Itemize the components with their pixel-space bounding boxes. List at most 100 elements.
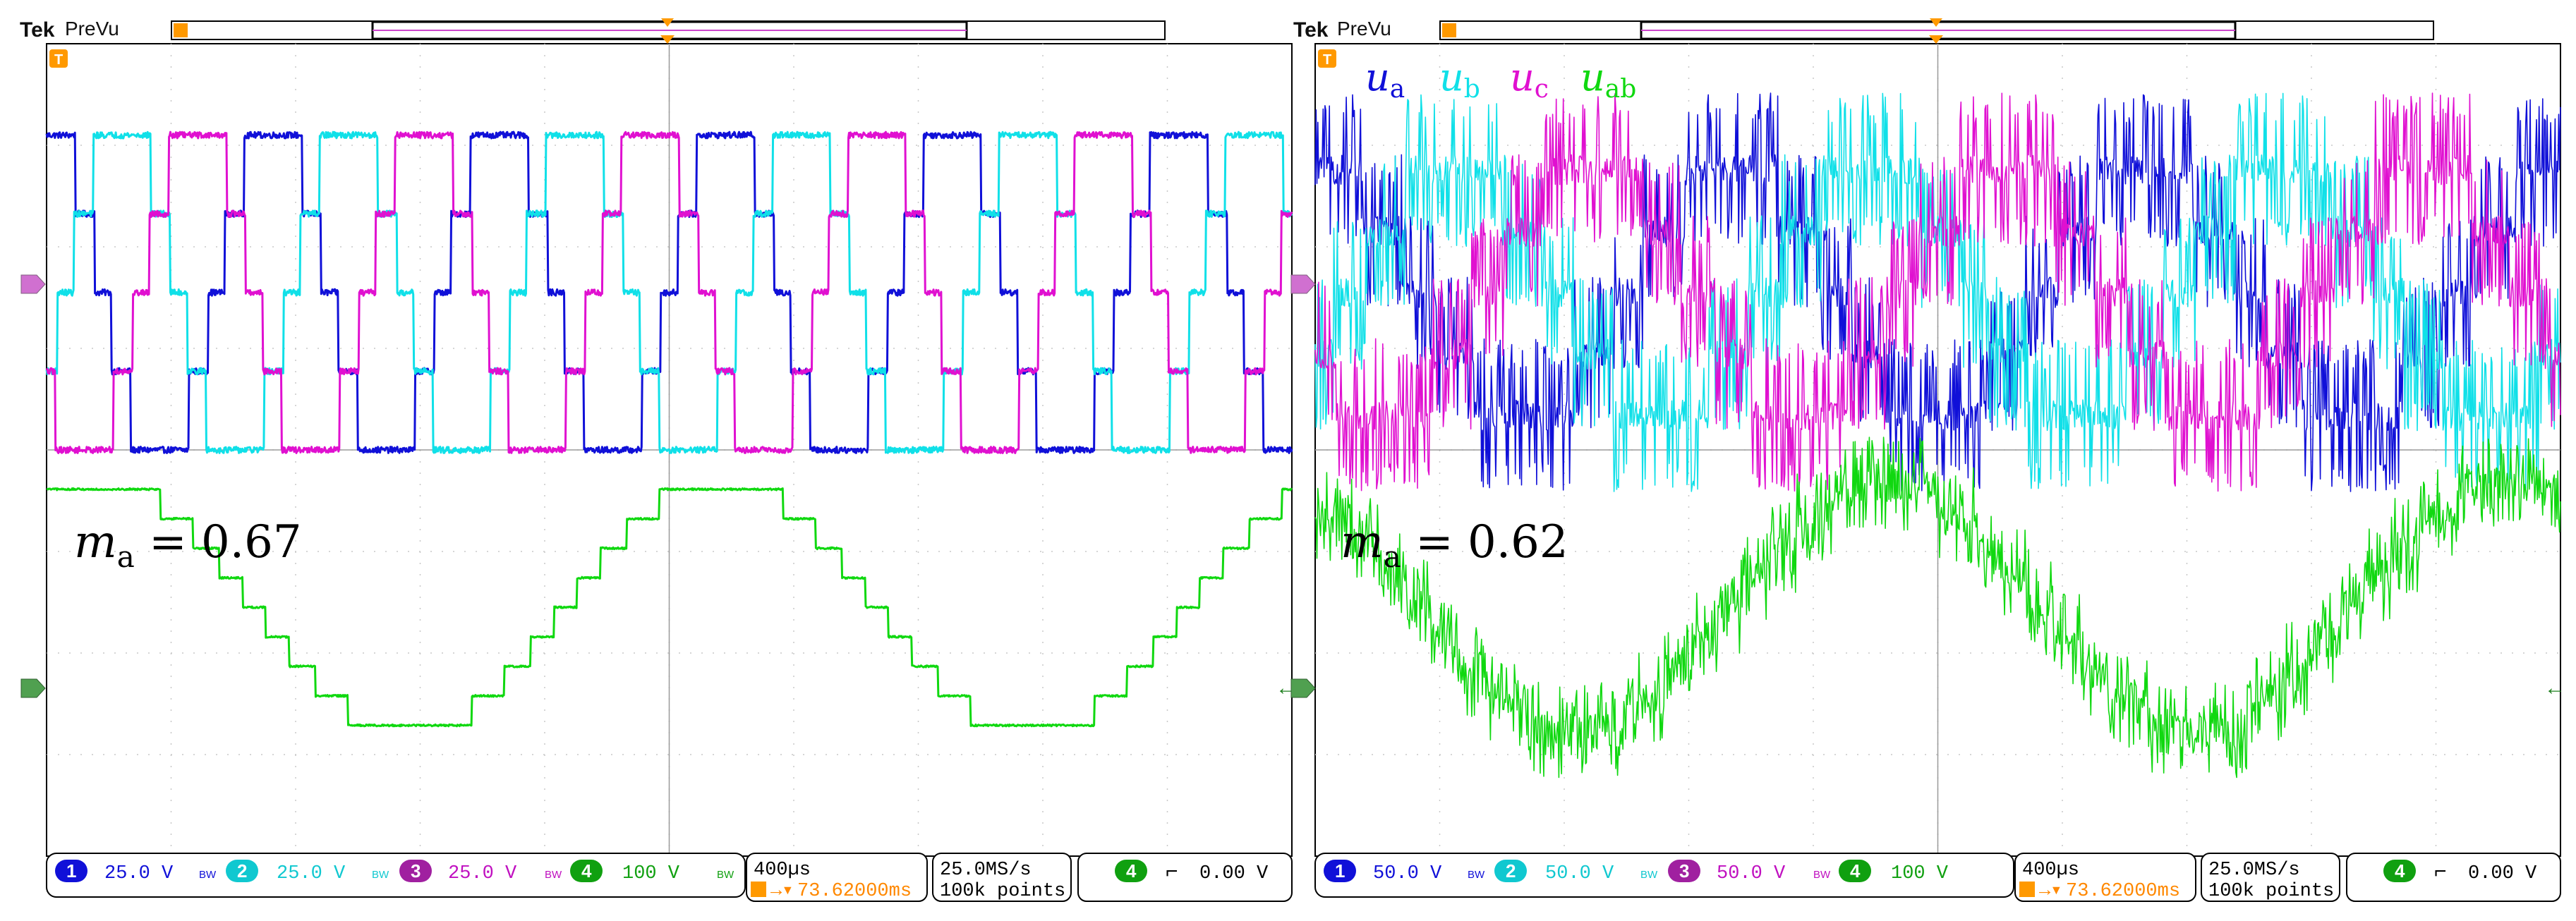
trigger-position-icon [1442,23,1456,37]
trigger-time-arrow [1929,35,1943,44]
ch2-readout[interactable]: 2 25.0 V BW [226,860,389,884]
svg-text:BW: BW [372,869,389,881]
channel-scale-box[interactable] [46,853,746,898]
svg-text:T: T [54,52,63,68]
ch3-readout[interactable]: 3 25.0 V BW [399,860,562,884]
record-length-value: 100k points [2208,881,2334,902]
svg-text:1: 1 [66,860,76,882]
falling-edge-icon: ⌐ [2434,860,2447,883]
modulation-index-label: ma = 0.67 [74,516,302,574]
status-bar: 1 50.0 V BW 2 50.0 V BW 3 50.0 V BW 4 10… [1314,853,2561,902]
svg-text:25.0 V: 25.0 V [448,863,517,884]
trigger-level-value: 0.00 V [1199,863,1269,884]
svg-text:BW: BW [545,869,562,881]
brand-label: Tek [1293,18,1329,42]
svg-text:4: 4 [1126,860,1137,882]
trigger-marker[interactable]: T [49,49,68,68]
svg-text:BW: BW [1813,869,1831,881]
svg-text:2: 2 [1506,860,1516,882]
svg-text:50.0 V: 50.0 V [1717,863,1786,884]
ch4-trigger-level-arrow: ← [2544,676,2565,700]
timebase-value: 400µs [754,860,811,881]
svg-text:3: 3 [411,860,421,882]
mode-label: PreVu [1337,18,1391,39]
graticule [1314,43,2561,857]
brand-label: Tek [20,18,55,42]
trace-ch1 [45,130,1293,454]
scope-panel-right: Tek PreVu T ← ua ub uc ua [1290,18,2565,902]
scope-header: Tek PreVu [20,18,1166,42]
svg-text:4: 4 [581,860,592,882]
modulation-index-label: ma = 0.62 [1341,516,1568,574]
trace-legend: ua ub uc uab [1365,55,1636,104]
mode-label: PreVu [65,18,119,39]
trigger-marker[interactable]: T [1318,49,1336,68]
trace-ch1 [1314,92,2561,492]
legend-ub: ub [1439,55,1480,104]
svg-text:50.0 V: 50.0 V [1545,863,1614,884]
record-length-value: 100k points [940,881,1065,902]
trigger-position-value: 73.62000ms [2066,881,2180,902]
svg-text:2: 2 [237,860,247,882]
svg-text:50.0 V: 50.0 V [1373,863,1442,884]
svg-text:T: T [1323,52,1331,68]
svg-text:4: 4 [2395,860,2405,882]
svg-text:25.0 V: 25.0 V [104,863,174,884]
sample-rate-value: 25.0MS/s [2208,860,2300,881]
legend-ua: ua [1365,55,1405,104]
trigger-position-icon [174,23,188,37]
trace-ch3 [1314,92,2561,492]
trace-ch4 [46,487,1293,728]
ch2-readout[interactable]: 2 50.0 V BW [1494,860,1658,884]
trigger-pos-icon [2019,882,2035,897]
status-bar: 1 25.0 V BW 2 25.0 V BW 3 25.0 V BW 4 10… [46,853,1293,902]
waveform-traces [45,130,1293,728]
ch1-readout[interactable]: 1 25.0 V BW [55,860,217,884]
ch4-ground-marker[interactable] [1290,678,1316,698]
svg-text:1: 1 [1335,860,1345,882]
svg-text:→▾: →▾ [2039,881,2062,902]
legend-uc: uc [1510,55,1549,104]
acquisition-box[interactable] [932,853,1072,902]
svg-text:BW: BW [1468,869,1485,881]
trace-ch4 [1314,437,2561,779]
svg-text:BW: BW [199,869,217,881]
trigger-pos-icon [751,882,766,897]
trigger-source-badge [1115,860,1147,882]
trigger-position-value: 73.62000ms [797,881,912,902]
svg-text:BW: BW [717,869,734,881]
svg-text:→▾: →▾ [770,881,793,902]
sample-rate-value: 25.0MS/s [940,860,1032,881]
trace-ch2 [45,130,1293,454]
svg-text:3: 3 [1679,860,1689,882]
ch3-ground-marker[interactable] [1290,274,1316,294]
ch1-readout[interactable]: 1 50.0 V BW [1324,860,1485,884]
scope-header: Tek PreVu [1293,18,2434,42]
falling-edge-icon: ⌐ [1166,860,1178,883]
expansion-point-icon [1930,18,1942,27]
timebase-value: 400µs [2022,860,2079,881]
ch3-ground-marker[interactable] [20,274,46,294]
acquisition-box[interactable] [2201,853,2340,902]
ch3-readout[interactable]: 3 50.0 V BW [1668,860,1831,884]
ch4-ground-marker[interactable] [20,678,46,698]
trigger-level-value: 0.00 V [2468,863,2537,884]
svg-text:25.0 V: 25.0 V [277,863,346,884]
trigger-time-arrow [660,35,675,44]
expansion-point-icon [661,18,674,27]
trigger-source-badge [2383,860,2416,882]
timebase-box[interactable] [746,853,928,902]
channel-scale-box[interactable] [1314,853,2014,898]
trace-ch2 [1314,92,2561,492]
legend-uab: uab [1580,55,1636,104]
waveform-traces [1314,92,2561,779]
scope-panel-left: Tek PreVu T ← ma = 0.67 [20,18,1297,902]
ch4-readout[interactable]: 4 100 V BW [570,860,734,884]
ch4-readout[interactable]: 4 100 V [1839,860,1949,884]
svg-text:100 V: 100 V [1891,863,1949,884]
svg-text:BW: BW [1640,869,1658,881]
svg-text:100 V: 100 V [622,863,680,884]
svg-text:4: 4 [1850,860,1861,882]
timebase-box[interactable] [2014,853,2196,902]
